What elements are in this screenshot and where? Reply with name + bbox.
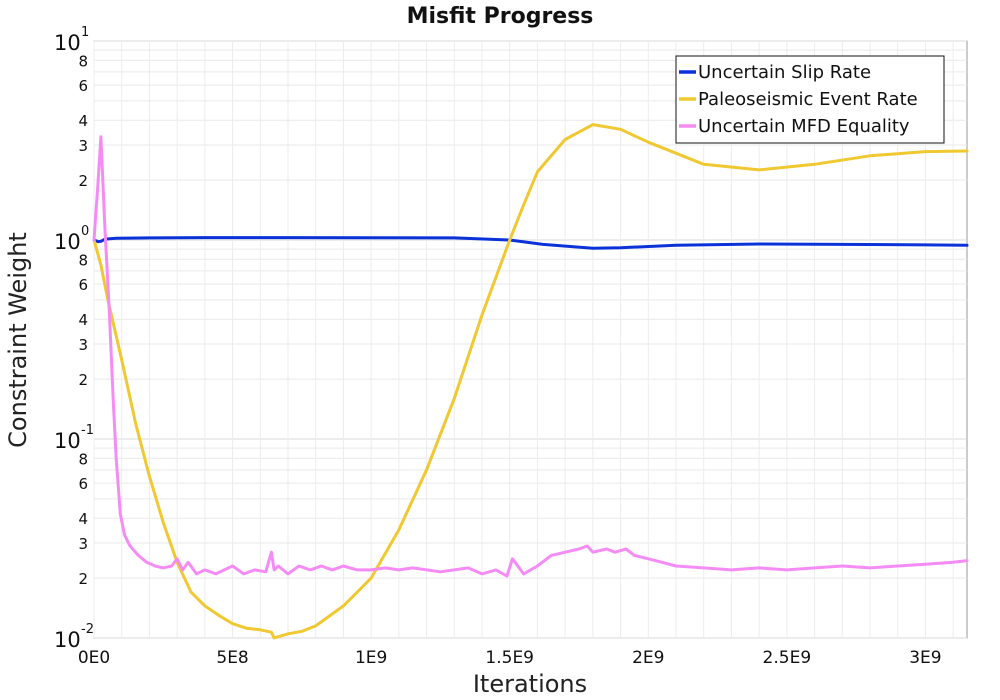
y-axis-label: Constraint Weight (4, 232, 32, 448)
series-layer (92, 123, 969, 640)
y-major-tick-label: 10 (54, 628, 81, 652)
y-minor-tick-label: 3 (78, 336, 88, 354)
x-tick-label: 1.5E9 (485, 648, 534, 668)
chart-title: Misfit Progress (407, 4, 594, 29)
series-line-3 (92, 135, 969, 578)
y-major-tick-label: 10 (54, 429, 81, 453)
y-minor-tick-label: 6 (78, 77, 88, 95)
grid-lines (93, 40, 967, 639)
y-minor-tick-label: 4 (78, 112, 88, 130)
y-minor-tick-label: 6 (78, 276, 88, 294)
legend-box (675, 55, 945, 144)
x-tick-label: 2E9 (632, 648, 664, 668)
series-line-2 (92, 123, 969, 640)
y-major-tick-label: 10 (54, 230, 81, 254)
y-major-tick-exponent: 0 (81, 224, 89, 239)
legend-entry: Uncertain MFD Equality (698, 116, 910, 137)
x-tick-label: 3E9 (909, 648, 941, 668)
x-tick-label: 0E0 (78, 648, 110, 668)
y-minor-tick-label: 6 (78, 475, 88, 493)
y-minor-tick-label: 8 (78, 52, 88, 70)
legend-entry: Uncertain Slip Rate (698, 62, 871, 83)
legend-entry: Paleoseismic Event Rate (698, 89, 918, 110)
y-major-tick-exponent: -2 (81, 622, 94, 637)
x-tick-label: 2.5E9 (763, 648, 812, 668)
x-axis-ticks: 0E0 5E8 1E9 1.5E9 2E9 2.5E9 3E9 (78, 648, 942, 668)
y-minor-tick-label: 8 (78, 450, 88, 468)
y-minor-tick-label: 3 (78, 535, 88, 553)
x-tick-label: 1E9 (355, 648, 387, 668)
y-minor-tick-label: 2 (78, 371, 88, 389)
y-major-tick-label: 10 (54, 31, 81, 55)
y-minor-tick-label: 2 (78, 570, 88, 588)
y-minor-tick-label: 4 (78, 510, 88, 528)
y-minor-tick-label: 2 (78, 172, 88, 190)
legend: Uncertain Slip Rate Paleoseismic Event Ra… (675, 55, 945, 144)
y-minor-tick-label: 8 (78, 251, 88, 269)
x-axis-label: Iterations (473, 670, 587, 698)
y-major-tick-exponent: -1 (81, 423, 94, 438)
y-major-tick-exponent: 1 (81, 25, 89, 40)
y-minor-tick-label: 4 (78, 311, 88, 329)
x-tick-label: 5E8 (216, 648, 248, 668)
y-minor-tick-label: 3 (78, 137, 88, 155)
